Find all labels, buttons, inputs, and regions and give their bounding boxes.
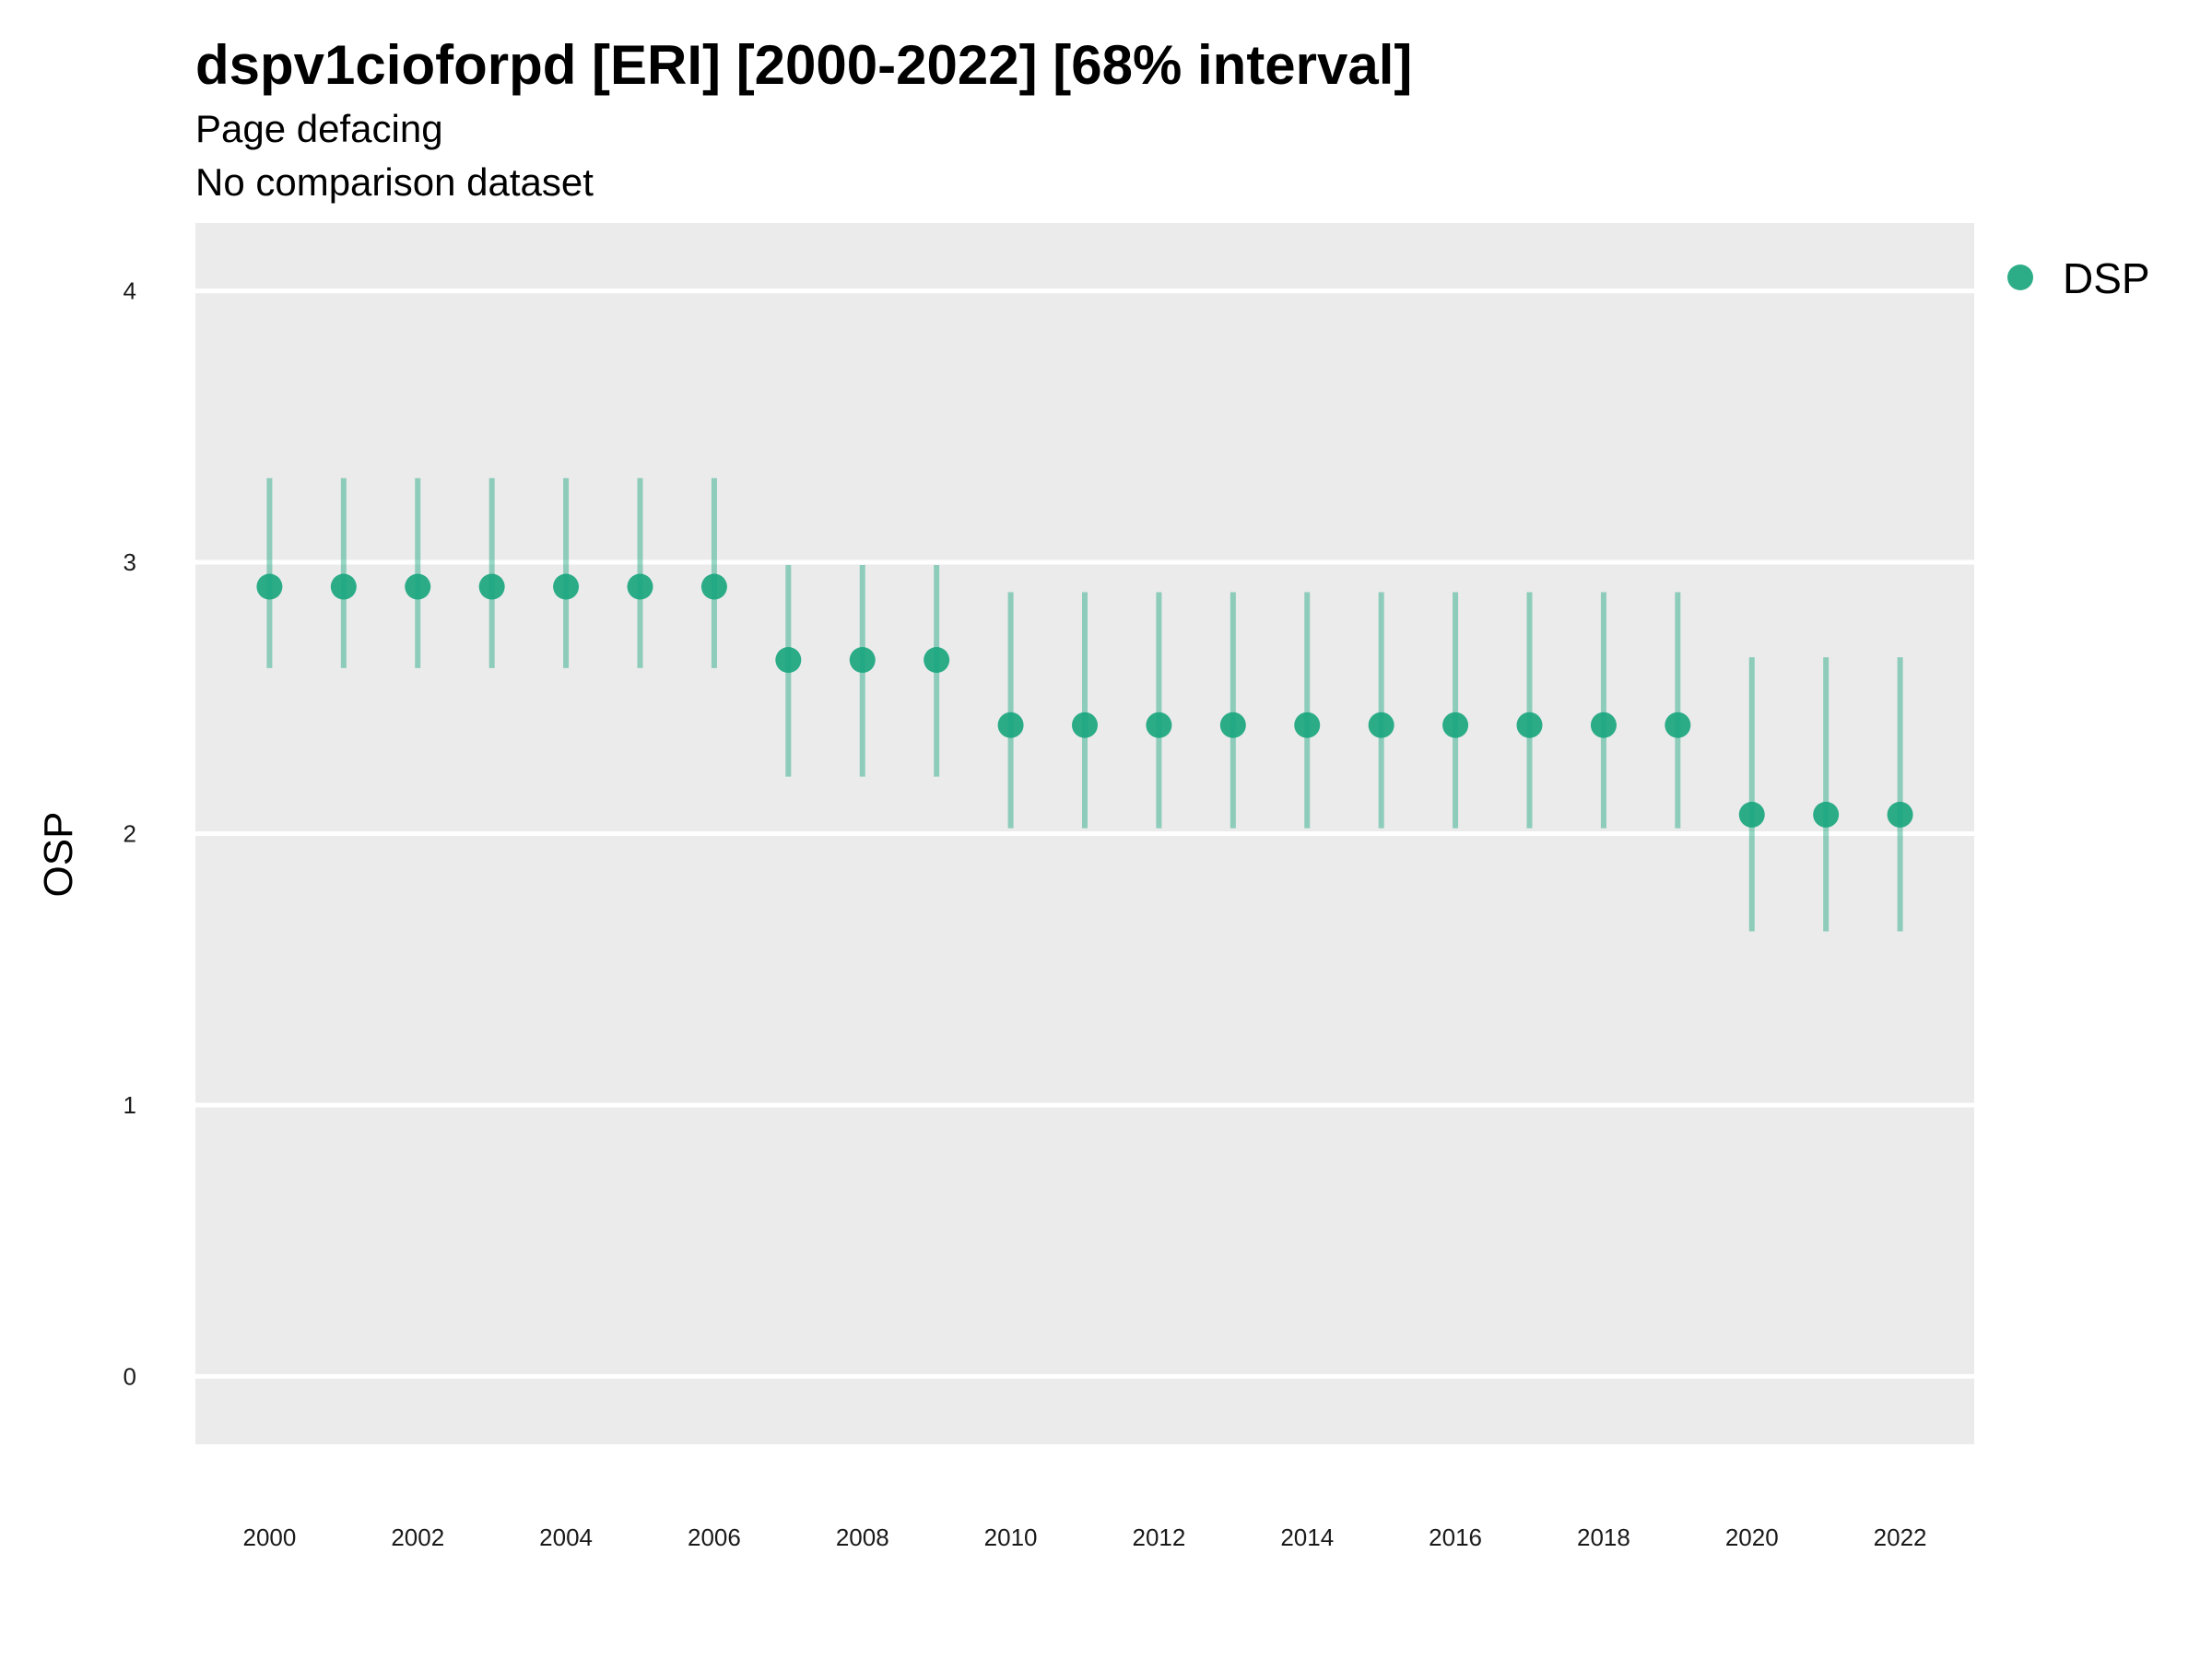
data-point [1442,712,1469,738]
chart-subtitle: Page defacing [195,107,443,150]
y-tick-label: 1 [124,1091,136,1119]
data-point [1738,801,1765,828]
data-point [1072,712,1098,738]
legend: DSP [2007,254,2150,302]
y-tick-label: 4 [124,277,136,305]
x-tick-label: 2004 [539,1524,593,1551]
data-point [1590,712,1617,738]
x-tick-label: 2012 [1132,1524,1185,1551]
data-point [997,712,1024,738]
data-point [1887,801,1913,828]
gridlines [195,288,1974,1379]
y-tick-label: 3 [124,548,136,576]
legend-marker [2007,265,2033,290]
chart-title: dspv1cioforpd [ERI] [2000-2022] [68% int… [195,34,1413,96]
data-point [553,573,580,600]
data-point [775,647,802,674]
x-tick-label: 2018 [1577,1524,1630,1551]
legend-label: DSP [2063,254,2150,302]
x-tick-label: 2020 [1725,1524,1779,1551]
data-point [1294,712,1321,738]
y-tick-label: 0 [124,1362,136,1390]
y-axis-label: OSP [36,812,81,898]
data-point [330,573,357,600]
data-point [1219,712,1246,738]
data-point [700,573,727,600]
data-point [405,573,431,600]
data-marks [256,477,1913,932]
data-point [924,647,950,674]
x-tick-label: 2010 [984,1524,1038,1551]
y-tick-label: 2 [124,820,136,848]
data-point [1146,712,1172,738]
x-tick-label: 2000 [242,1524,296,1551]
chart-subtitle-secondary: No comparison dataset [195,160,594,204]
data-point [849,647,876,674]
y-axis-ticks: 0 1 2 3 4 [124,277,136,1391]
x-tick-label: 2022 [1874,1524,1927,1551]
x-tick-label: 2006 [688,1524,741,1551]
data-point [1813,801,1840,828]
data-point [1665,712,1691,738]
x-tick-label: 2016 [1429,1524,1482,1551]
data-point [256,573,283,600]
x-tick-label: 2002 [391,1524,444,1551]
x-tick-label: 2014 [1280,1524,1334,1551]
data-point [478,573,505,600]
data-point [1368,712,1394,738]
x-axis-ticks: 2000 2002 2004 2006 2008 2010 2012 2014 2016 2018… [242,1524,1926,1551]
data-point [1516,712,1543,738]
data-point [627,573,653,600]
x-tick-label: 2008 [836,1524,889,1551]
